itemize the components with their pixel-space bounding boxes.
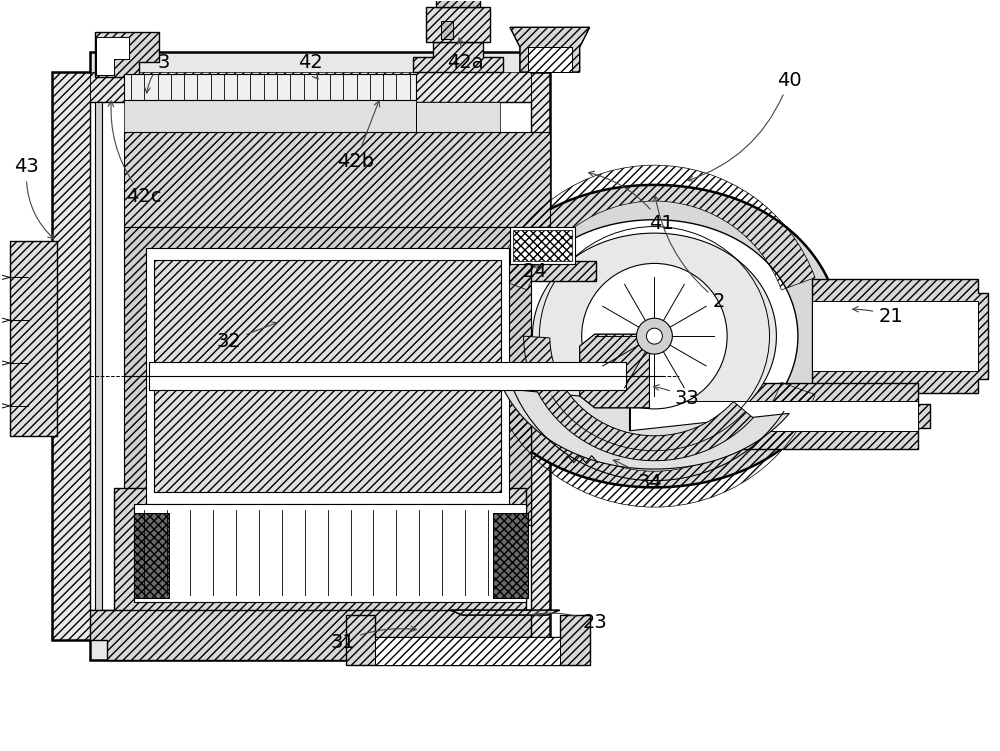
- Bar: [493, 514, 528, 599]
- Polygon shape: [124, 132, 550, 227]
- Polygon shape: [346, 615, 590, 665]
- Polygon shape: [90, 610, 531, 660]
- Bar: [124, 74, 416, 100]
- Bar: [531, 72, 550, 640]
- Text: 23: 23: [534, 611, 607, 632]
- Text: 24: 24: [522, 262, 547, 281]
- Circle shape: [646, 328, 662, 344]
- Bar: [90, 102, 531, 610]
- Text: 42a: 42a: [447, 38, 483, 71]
- Text: 3: 3: [145, 53, 169, 93]
- Bar: [146, 249, 509, 503]
- Text: 32: 32: [217, 322, 277, 351]
- Text: 42c: 42c: [108, 101, 161, 207]
- Bar: [154, 261, 501, 374]
- Polygon shape: [812, 279, 988, 393]
- Polygon shape: [532, 233, 776, 439]
- Circle shape: [582, 264, 727, 409]
- Text: 31: 31: [330, 626, 416, 652]
- Bar: [154, 378, 501, 492]
- Bar: [90, 72, 531, 102]
- Bar: [528, 47, 572, 72]
- Polygon shape: [0, 312, 10, 328]
- Polygon shape: [124, 100, 531, 132]
- Bar: [90, 610, 531, 640]
- Bar: [493, 514, 528, 599]
- Bar: [95, 102, 102, 610]
- Bar: [436, 0, 480, 8]
- Polygon shape: [511, 220, 798, 453]
- Text: 33: 33: [653, 385, 700, 409]
- Bar: [149, 362, 626, 390]
- Text: 41: 41: [589, 171, 674, 233]
- Bar: [426, 8, 490, 42]
- Bar: [154, 378, 501, 492]
- Bar: [10, 242, 57, 436]
- Polygon shape: [580, 334, 649, 408]
- Text: 21: 21: [853, 306, 903, 326]
- Text: 40: 40: [688, 71, 801, 181]
- Bar: [441, 21, 453, 39]
- Bar: [134, 514, 169, 599]
- Polygon shape: [114, 487, 526, 618]
- Bar: [528, 47, 572, 72]
- Bar: [134, 514, 169, 599]
- Text: 42: 42: [298, 53, 323, 79]
- Polygon shape: [0, 355, 10, 371]
- Polygon shape: [630, 383, 930, 449]
- Bar: [513, 230, 572, 261]
- Polygon shape: [52, 53, 550, 660]
- Bar: [10, 242, 57, 436]
- Bar: [52, 72, 90, 640]
- Bar: [510, 227, 575, 264]
- Bar: [436, 0, 480, 8]
- Bar: [154, 261, 501, 374]
- Polygon shape: [450, 610, 560, 615]
- Polygon shape: [0, 270, 10, 285]
- Polygon shape: [124, 227, 531, 526]
- Bar: [812, 301, 978, 371]
- Polygon shape: [468, 185, 841, 487]
- Text: 43: 43: [14, 157, 54, 239]
- Bar: [441, 21, 453, 39]
- Polygon shape: [531, 227, 596, 282]
- Polygon shape: [0, 398, 10, 414]
- Polygon shape: [510, 27, 590, 72]
- Text: 42b: 42b: [337, 101, 380, 171]
- Text: 34: 34: [613, 460, 662, 492]
- Bar: [375, 637, 560, 665]
- Polygon shape: [503, 388, 789, 469]
- Polygon shape: [524, 336, 753, 460]
- Polygon shape: [95, 32, 159, 77]
- Bar: [375, 637, 560, 665]
- Circle shape: [636, 318, 672, 354]
- Bar: [134, 503, 526, 602]
- Polygon shape: [96, 38, 129, 75]
- Polygon shape: [413, 42, 503, 72]
- Text: 2: 2: [653, 196, 725, 311]
- Bar: [630, 401, 918, 431]
- Bar: [426, 8, 490, 42]
